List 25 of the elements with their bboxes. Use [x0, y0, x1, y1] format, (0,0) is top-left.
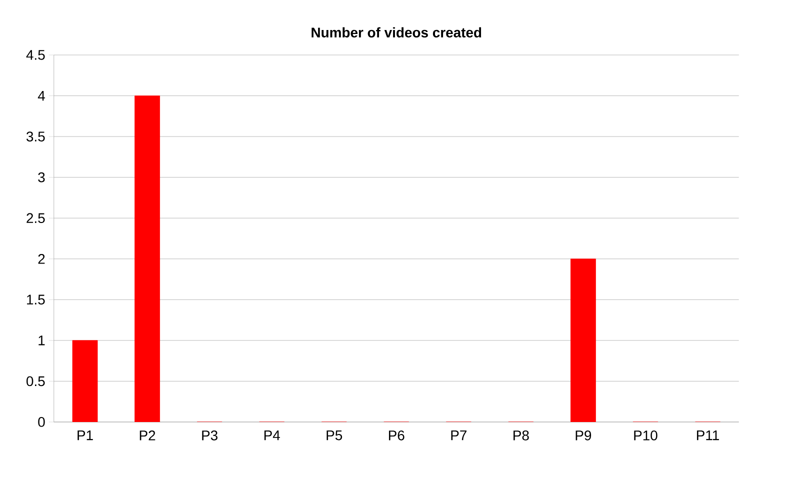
- x-tick-label: P6: [388, 430, 404, 440]
- y-tick-label: 4.5: [26, 50, 45, 60]
- x-tick-label: P10: [634, 430, 658, 440]
- x-tick-label: P11: [696, 430, 719, 440]
- y-tick-label: 1.5: [27, 294, 45, 305]
- x-tick-label: P9: [576, 430, 592, 440]
- x-tick-label: P7: [451, 430, 466, 440]
- bar: [570, 258, 596, 422]
- y-tick-label: 3.5: [26, 132, 45, 142]
- chart-title: Number of videos created: [312, 27, 482, 38]
- bar: [72, 340, 98, 422]
- x-tick-label: P8: [514, 430, 529, 440]
- x-tick-label: P3: [202, 430, 218, 440]
- y-tick-label: 1: [38, 336, 45, 346]
- y-tick-label: 4: [38, 90, 45, 101]
- x-tick-label: P2: [140, 430, 156, 440]
- x-tick-label: P1: [78, 430, 93, 440]
- y-tick-label: 2.5: [26, 213, 45, 224]
- y-tick-label: 0.5: [26, 376, 45, 386]
- x-tick-label: P5: [326, 430, 342, 440]
- y-tick-label: 0: [38, 417, 45, 427]
- y-tick-label: 2: [38, 254, 45, 264]
- x-tick-label: P4: [264, 430, 280, 440]
- y-tick-label: 3: [38, 172, 45, 182]
- bar: [134, 96, 160, 422]
